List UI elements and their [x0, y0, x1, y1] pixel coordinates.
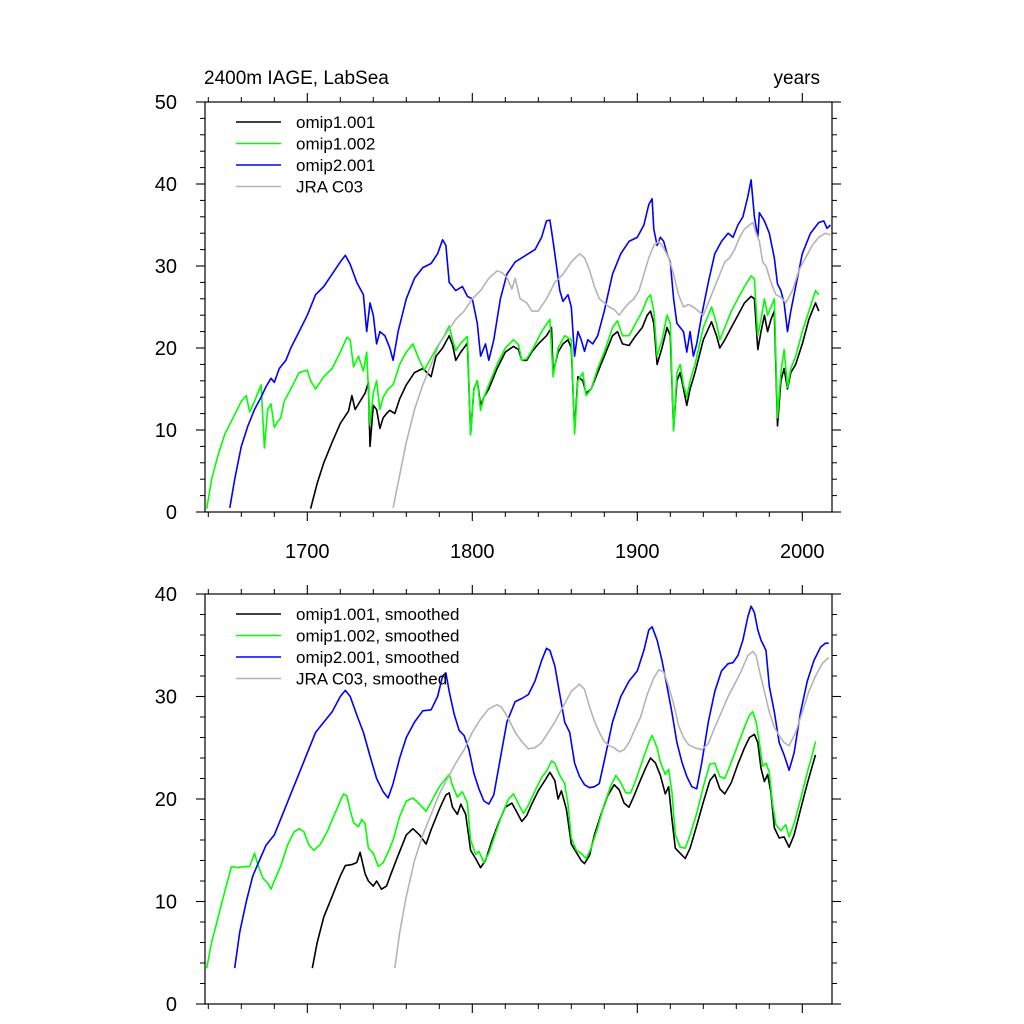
series-line-1: [205, 275, 820, 509]
y-tick-label: 10: [155, 892, 177, 914]
x-tick-label: 1700: [285, 541, 330, 563]
series-line-2: [229, 179, 831, 509]
legend: omip1.001, smoothed omip1.002, smoothed om…: [236, 605, 460, 689]
y-tick-label: 0: [166, 502, 177, 524]
series-line-1: [205, 711, 817, 969]
x-tick-label: 1800: [450, 541, 495, 563]
series-line-0: [309, 295, 820, 509]
y-tick-label: 20: [155, 338, 177, 360]
legend-label-0: omip1.001, smoothed: [296, 605, 460, 624]
series-line-0: [311, 733, 817, 969]
plot-frame: [204, 593, 833, 1005]
panel-smoothed: 0 10 20 30 40 omip1.001, smoothed omip1.002, …: [155, 584, 841, 1016]
plot-frame: [204, 101, 833, 513]
y-tick-label: 0: [166, 994, 177, 1016]
legend-label-1: omip1.002: [296, 135, 375, 154]
y-tick-label: 40: [155, 584, 177, 606]
units-label: years: [774, 68, 820, 89]
panel-raw: 2400m IAGE, LabSea years 1700 1800 1900 200…: [155, 68, 841, 563]
series-line-3: [392, 221, 831, 509]
y-tick-label: 30: [155, 256, 177, 278]
chart-title: 2400m IAGE, LabSea: [204, 68, 389, 89]
tick-layer: 0 10 20 30 40: [155, 584, 841, 1016]
legend: omip1.001 omip1.002 omip2.001 JRA C03: [236, 113, 375, 197]
tick-layer: 1700 1800 1900 2000 0 10 20 30 40 50: [155, 92, 841, 563]
legend-label-0: omip1.001: [296, 113, 375, 132]
series-line-3: [394, 650, 830, 969]
legend-label-2: omip2.001: [296, 156, 375, 175]
series-layer: [205, 179, 831, 509]
y-tick-label: 20: [155, 789, 177, 811]
y-tick-label: 50: [155, 92, 177, 114]
x-tick-label: 2000: [780, 541, 825, 563]
series-layer: [205, 605, 830, 969]
legend-label-1: omip1.002, smoothed: [296, 627, 460, 646]
x-tick-label: 1900: [615, 541, 660, 563]
y-tick-label: 30: [155, 687, 177, 709]
legend-label-2: omip2.001, smoothed: [296, 648, 460, 667]
y-tick-label: 10: [155, 420, 177, 442]
legend-label-3: JRA C03: [296, 178, 363, 197]
legend-label-3: JRA C03, smoothed: [296, 670, 447, 689]
series-line-2: [233, 605, 829, 969]
y-tick-label: 40: [155, 174, 177, 196]
